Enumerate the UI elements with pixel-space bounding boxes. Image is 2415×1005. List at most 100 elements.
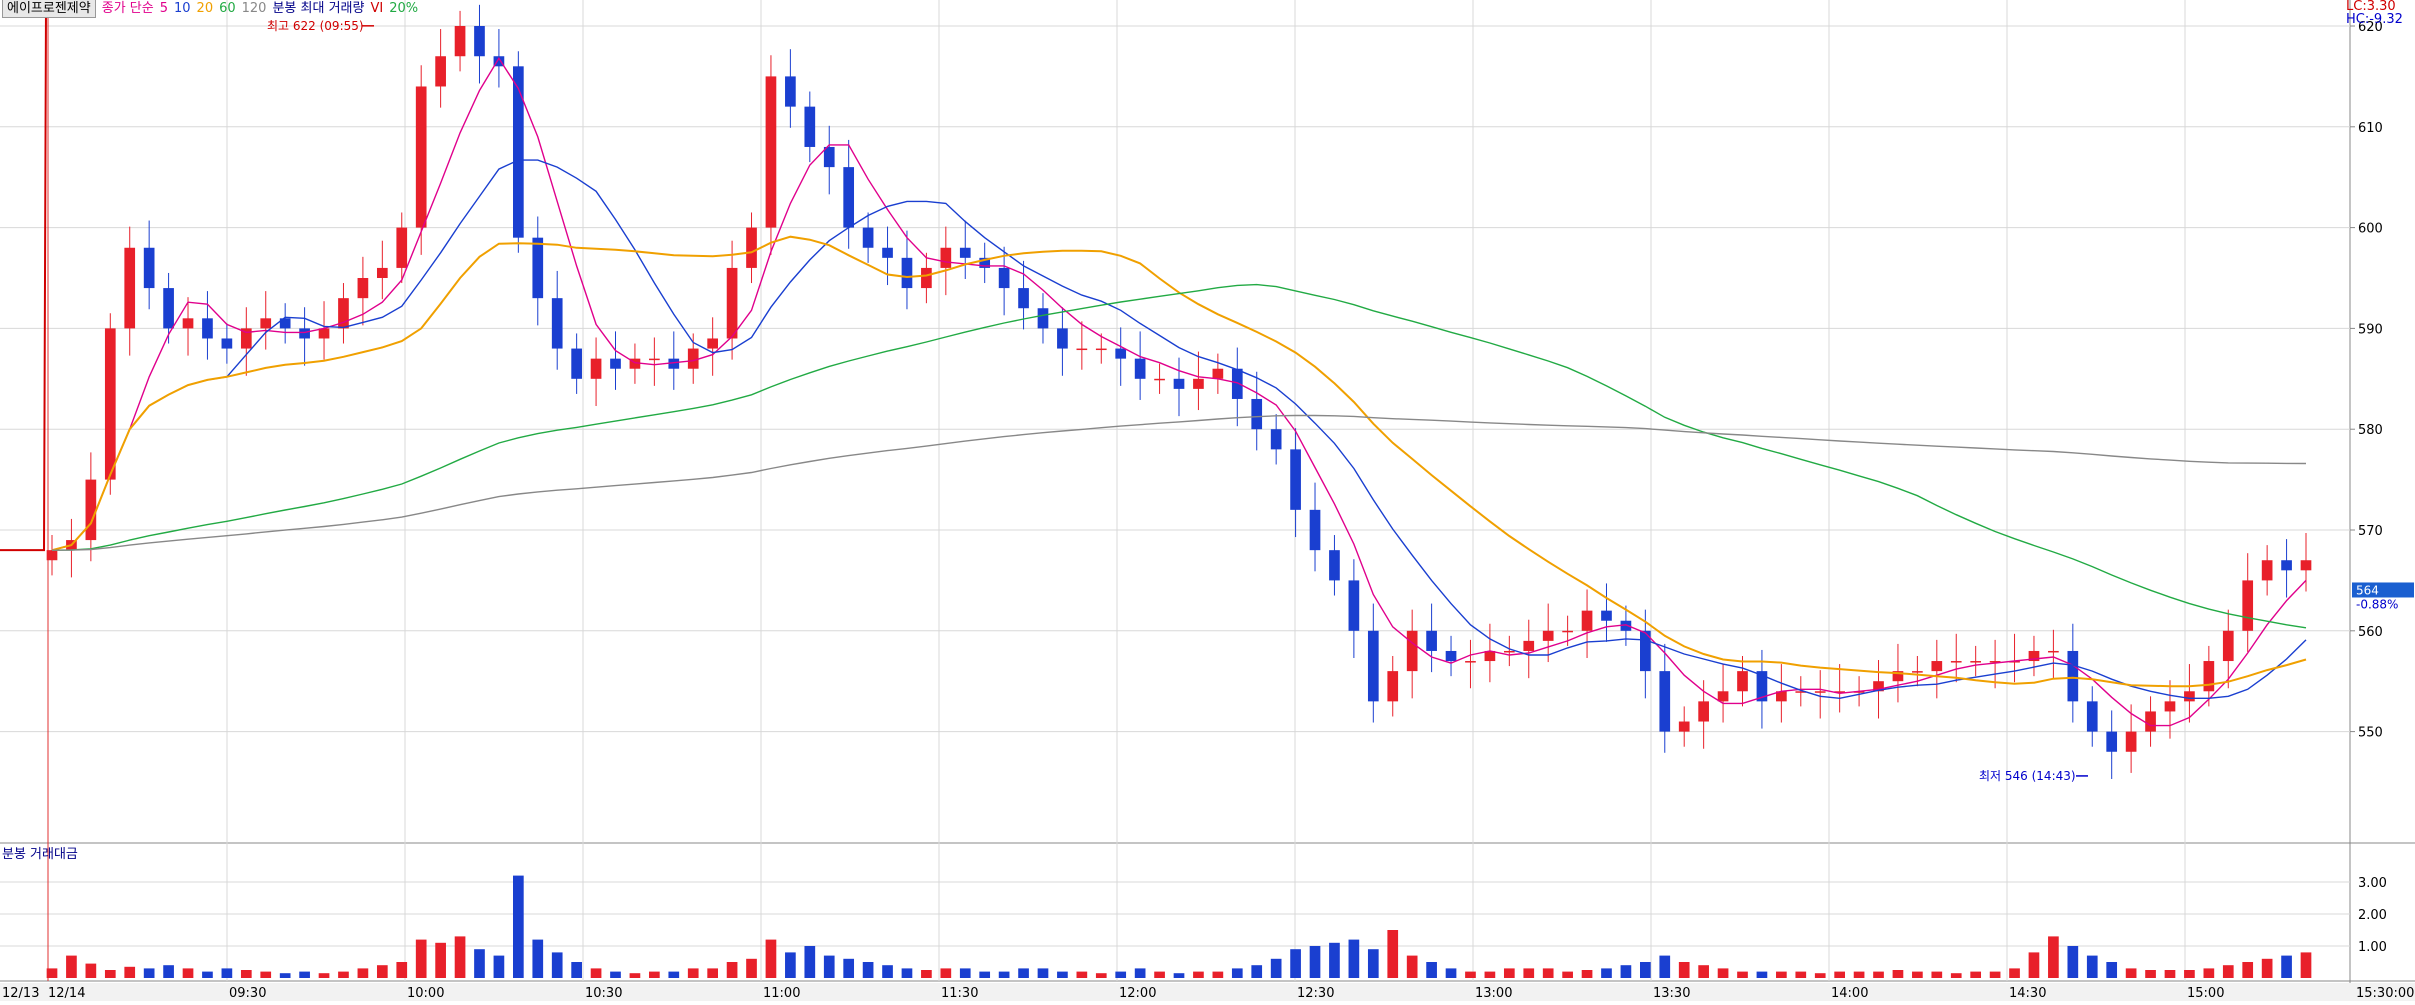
volume-bar [66, 955, 77, 978]
candle-body [921, 267, 932, 289]
candle-body [260, 318, 272, 329]
volume-bar [1892, 970, 1904, 978]
candle-body [823, 146, 835, 168]
volume-bar [1737, 971, 1748, 978]
stock-name-label[interactable]: 에이프로젠제약 [2, 0, 96, 18]
ma-line-5 [51, 56, 2307, 727]
candle-body [882, 247, 893, 258]
volume-bar [901, 968, 913, 978]
candle-body [804, 106, 816, 147]
ma-period-5: 5 [159, 1, 168, 16]
candle-body [2145, 711, 2156, 732]
time-tick-label: 12:00 [1119, 986, 1156, 1001]
volume-bar [1834, 971, 1845, 978]
candle-body [513, 66, 524, 238]
volume-bar [2086, 955, 2098, 978]
hc-readout: HC:-9.32 [2346, 12, 2403, 27]
candle-body [2242, 580, 2254, 631]
volume-bar [2028, 952, 2040, 978]
volume-bar [1853, 971, 1865, 978]
candle-body [785, 76, 796, 107]
volume-bar [1095, 973, 1107, 978]
time-tick-label: 11:30 [941, 986, 978, 1001]
volume-bar [338, 971, 349, 978]
candle-body [1814, 691, 1826, 693]
volume-bar [357, 968, 369, 978]
volume-bar [493, 955, 505, 978]
volume-bar [260, 971, 272, 978]
candle-body [1542, 630, 1554, 641]
volume-bar [124, 966, 136, 978]
candle-body [1834, 691, 1845, 693]
candle-body [2184, 691, 2195, 702]
candle-body [435, 56, 446, 87]
volume-bar [85, 963, 97, 978]
candle-body [1853, 691, 1865, 693]
volume-bar [1620, 965, 1632, 978]
volume-bar [1465, 971, 1476, 978]
candle-body [2086, 701, 2098, 732]
volume-bar [2048, 936, 2059, 978]
vi-label: VI [370, 1, 384, 16]
volume-bar [279, 973, 291, 978]
candle-body [998, 267, 1010, 289]
candle-body [687, 348, 699, 369]
candle-body [1445, 650, 1457, 662]
volume-bar [1581, 970, 1593, 978]
candle-body [2222, 630, 2234, 662]
low-annotation: 최저 546 (14:43) [1979, 769, 2076, 783]
candle-body [532, 237, 544, 299]
price-tick-label: 590 [2358, 322, 2383, 337]
volume-bar [1970, 971, 1982, 978]
candle-body [1134, 358, 1146, 379]
volume-bar [202, 971, 213, 978]
volume-bar [979, 971, 991, 978]
candle-body [2028, 650, 2040, 662]
candle-body [746, 227, 757, 268]
candle-body [1329, 550, 1340, 581]
volume-bar [1426, 962, 1437, 978]
price-tick-label: 550 [2358, 726, 2383, 741]
current-price-box [2352, 582, 2414, 598]
candle-body [1737, 671, 1748, 692]
candle-body [1620, 620, 1632, 631]
volume-bar [454, 936, 466, 978]
volume-bar [823, 955, 835, 978]
candle-body [2067, 650, 2079, 702]
ma-line-120 [51, 414, 2307, 551]
candle-body [1601, 610, 1612, 621]
volume-panel-title: 분봉 거래대금 [2, 847, 78, 862]
candle-body [1484, 650, 1496, 662]
volume-bar [1231, 968, 1243, 978]
volume-bar [668, 971, 680, 978]
ma-label: 종가 단순 [101, 1, 154, 16]
volume-bar [376, 965, 388, 978]
price-tick-label: 600 [2358, 222, 2383, 237]
candle-body [1018, 288, 1029, 309]
time-tick-label: 15:00 [2187, 986, 2224, 1001]
price-tick-label: 620 [2358, 20, 2383, 35]
volume-bar [415, 939, 427, 978]
candle-body [2125, 731, 2137, 752]
volume-bar [396, 962, 408, 978]
volume-bar [940, 968, 952, 978]
candle-body [590, 358, 602, 379]
ma-period-10: 10 [174, 1, 191, 16]
volume-bar [240, 970, 252, 978]
volume-bar [1367, 949, 1379, 978]
candle-body [1212, 368, 1224, 379]
current-change-label: -0.88% [2356, 597, 2398, 611]
price-tick-label: 570 [2358, 524, 2383, 539]
volume-bar [1387, 930, 1399, 978]
volume-bar [221, 968, 233, 978]
volume-bar [2067, 946, 2079, 978]
volume-bar [1756, 971, 1768, 978]
volume-bar [1309, 946, 1321, 978]
volume-tick-label: 3.00 [2358, 876, 2387, 891]
candle-body [765, 76, 777, 228]
volume-bar [1076, 971, 1088, 978]
volume-bar [571, 962, 582, 978]
volume-bar [1989, 971, 2001, 978]
